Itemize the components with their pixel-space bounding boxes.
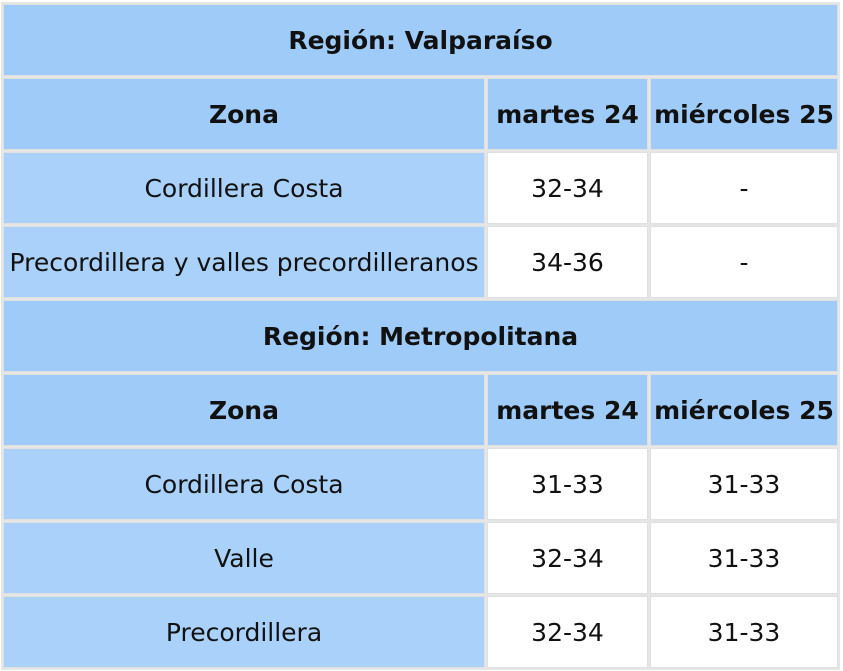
zone-cell: Cordillera Costa (3, 152, 485, 224)
region-title: Región: Metropolitana (3, 300, 838, 372)
day2-value-cell: 31-33 (650, 448, 838, 520)
table-row: Valle 32-34 31-33 (3, 522, 838, 594)
table-row: Precordillera 32-34 31-33 (3, 596, 838, 668)
table-row: Precordillera y valles precordilleranos … (3, 226, 838, 298)
zone-cell: Cordillera Costa (3, 448, 485, 520)
day1-value-cell: 32-34 (487, 152, 648, 224)
region-title-row: Región: Valparaíso (3, 4, 838, 76)
day2-value-cell: 31-33 (650, 522, 838, 594)
zone-cell: Precordillera y valles precordilleranos (3, 226, 485, 298)
day2-value-cell: - (650, 226, 838, 298)
day2-column-header: miércoles 25 (650, 374, 838, 446)
zone-column-header: Zona (3, 78, 485, 150)
day1-value-cell: 32-34 (487, 596, 648, 668)
zone-cell: Valle (3, 522, 485, 594)
day2-value-cell: 31-33 (650, 596, 838, 668)
day1-value-cell: 32-34 (487, 522, 648, 594)
day1-value-cell: 31-33 (487, 448, 648, 520)
zone-column-header: Zona (3, 374, 485, 446)
table-row: Cordillera Costa 31-33 31-33 (3, 448, 838, 520)
region-title-row: Región: Metropolitana (3, 300, 838, 372)
region-title: Región: Valparaíso (3, 4, 838, 76)
zone-cell: Precordillera (3, 596, 485, 668)
table-row: Cordillera Costa 32-34 - (3, 152, 838, 224)
column-header-row: Zona martes 24 miércoles 25 (3, 78, 838, 150)
day2-column-header: miércoles 25 (650, 78, 838, 150)
day1-column-header: martes 24 (487, 78, 648, 150)
day2-value-cell: - (650, 152, 838, 224)
column-header-row: Zona martes 24 miércoles 25 (3, 374, 838, 446)
day1-value-cell: 34-36 (487, 226, 648, 298)
day1-column-header: martes 24 (487, 374, 648, 446)
